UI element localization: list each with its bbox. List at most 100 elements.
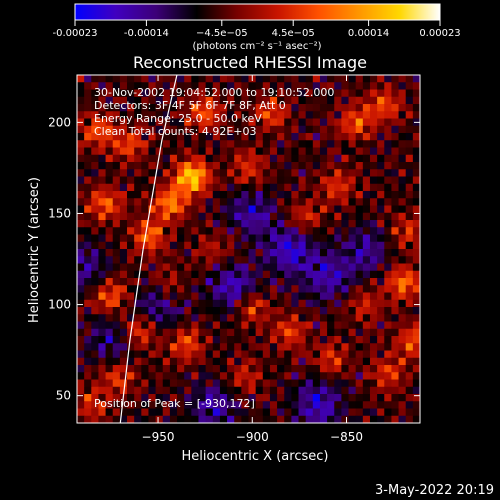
heatmap-cell	[119, 125, 128, 134]
heatmap-cell	[134, 234, 142, 243]
heatmap-cell	[291, 314, 299, 322]
heatmap-cell	[319, 169, 328, 177]
heatmap-cell	[177, 198, 185, 206]
heatmap-cell	[119, 147, 128, 156]
heatmap-cell	[405, 336, 414, 344]
heatmap-cell	[377, 147, 385, 156]
heatmap-cell	[312, 263, 321, 272]
heatmap-cell	[191, 401, 199, 409]
heatmap-cell	[205, 82, 214, 90]
heatmap-cell	[184, 162, 192, 170]
heatmap-cell	[227, 191, 235, 199]
heatmap-cell	[355, 198, 364, 206]
heatmap-cell	[234, 270, 242, 279]
heatmap-cell	[77, 256, 85, 264]
heatmap-cell	[348, 401, 357, 409]
heatmap-cell	[119, 140, 128, 148]
heatmap-cell	[284, 176, 292, 185]
heatmap-cell	[169, 82, 178, 90]
heatmap-cell	[191, 198, 199, 206]
heatmap-cell	[241, 147, 249, 156]
heatmap-cell	[155, 256, 164, 264]
heatmap-cell	[227, 104, 235, 112]
heatmap-cell	[191, 75, 199, 83]
heatmap-cell	[241, 299, 249, 308]
heatmap-cell	[262, 133, 271, 141]
heatmap-cell	[341, 125, 349, 134]
heatmap-cell	[141, 118, 149, 127]
heatmap-cell	[362, 227, 371, 235]
heatmap-cell	[262, 89, 271, 98]
heatmap-cell	[112, 401, 121, 409]
heatmap-cell	[198, 205, 207, 214]
heatmap-cell	[84, 263, 92, 272]
heatmap-cell	[391, 118, 399, 127]
heatmap-cell	[341, 256, 349, 264]
heatmap-cell	[198, 292, 207, 301]
heatmap-cell	[234, 343, 242, 351]
heatmap-cell	[334, 234, 342, 243]
heatmap-cell	[305, 270, 314, 279]
heatmap-cell	[384, 314, 392, 322]
heatmap-cell	[198, 415, 207, 423]
heatmap-cell	[184, 147, 192, 156]
heatmap-cell	[291, 270, 299, 279]
heatmap-cell	[255, 140, 264, 148]
heatmap-cell	[334, 292, 342, 301]
heatmap-cell	[212, 169, 221, 177]
heatmap-cell	[319, 133, 328, 141]
heatmap-cell	[334, 270, 342, 279]
heatmap-cell	[112, 133, 121, 141]
heatmap-cell	[384, 140, 392, 148]
heatmap-cell	[384, 307, 392, 315]
chart-title: Reconstructed RHESSI Image	[133, 53, 367, 72]
heatmap-cell	[148, 307, 157, 315]
heatmap-cell	[105, 343, 114, 351]
heatmap-cell	[405, 285, 414, 293]
heatmap-cell	[291, 343, 299, 351]
heatmap-cell	[341, 96, 349, 105]
heatmap-cell	[119, 401, 128, 409]
heatmap-cell	[405, 212, 414, 221]
heatmap-cell	[234, 415, 242, 423]
heatmap-cell	[369, 336, 378, 344]
heatmap-cell	[112, 125, 121, 134]
heatmap-cell	[262, 147, 271, 156]
heatmap-cell	[98, 234, 106, 243]
heatmap-cell	[369, 212, 378, 221]
heatmap-cell	[398, 198, 407, 206]
heatmap-cell	[205, 321, 214, 330]
heatmap-cell	[377, 111, 385, 119]
heatmap-cell	[369, 343, 378, 351]
heatmap-cell	[298, 270, 307, 279]
heatmap-cell	[112, 357, 121, 366]
heatmap-cell	[141, 299, 149, 308]
heatmap-cell	[355, 104, 364, 112]
heatmap-cell	[205, 125, 214, 134]
heatmap-cell	[334, 75, 342, 83]
heatmap-cell	[398, 408, 407, 417]
heatmap-cell	[134, 372, 142, 380]
heatmap-cell	[127, 350, 135, 359]
heatmap-cell	[169, 227, 178, 235]
heatmap-cell	[184, 118, 192, 127]
heatmap-cell	[334, 394, 342, 402]
heatmap-cell	[248, 227, 257, 235]
heatmap-cell	[127, 256, 135, 264]
heatmap-cell	[155, 183, 164, 192]
heatmap-cell	[241, 408, 249, 417]
heatmap-cell	[162, 394, 171, 402]
heatmap-cell	[312, 365, 321, 373]
heatmap-cell	[312, 321, 321, 330]
heatmap-cell	[377, 140, 385, 148]
heatmap-cell	[319, 212, 328, 221]
heatmap-cell	[134, 227, 142, 235]
heatmap-cell	[84, 249, 92, 257]
heatmap-cell	[134, 162, 142, 170]
heatmap-cell	[405, 205, 414, 214]
heatmap-cell	[377, 365, 385, 373]
heatmap-cell	[255, 191, 264, 199]
heatmap-cell	[134, 343, 142, 351]
heatmap-cell	[269, 154, 278, 163]
heatmap-cell	[269, 379, 278, 388]
